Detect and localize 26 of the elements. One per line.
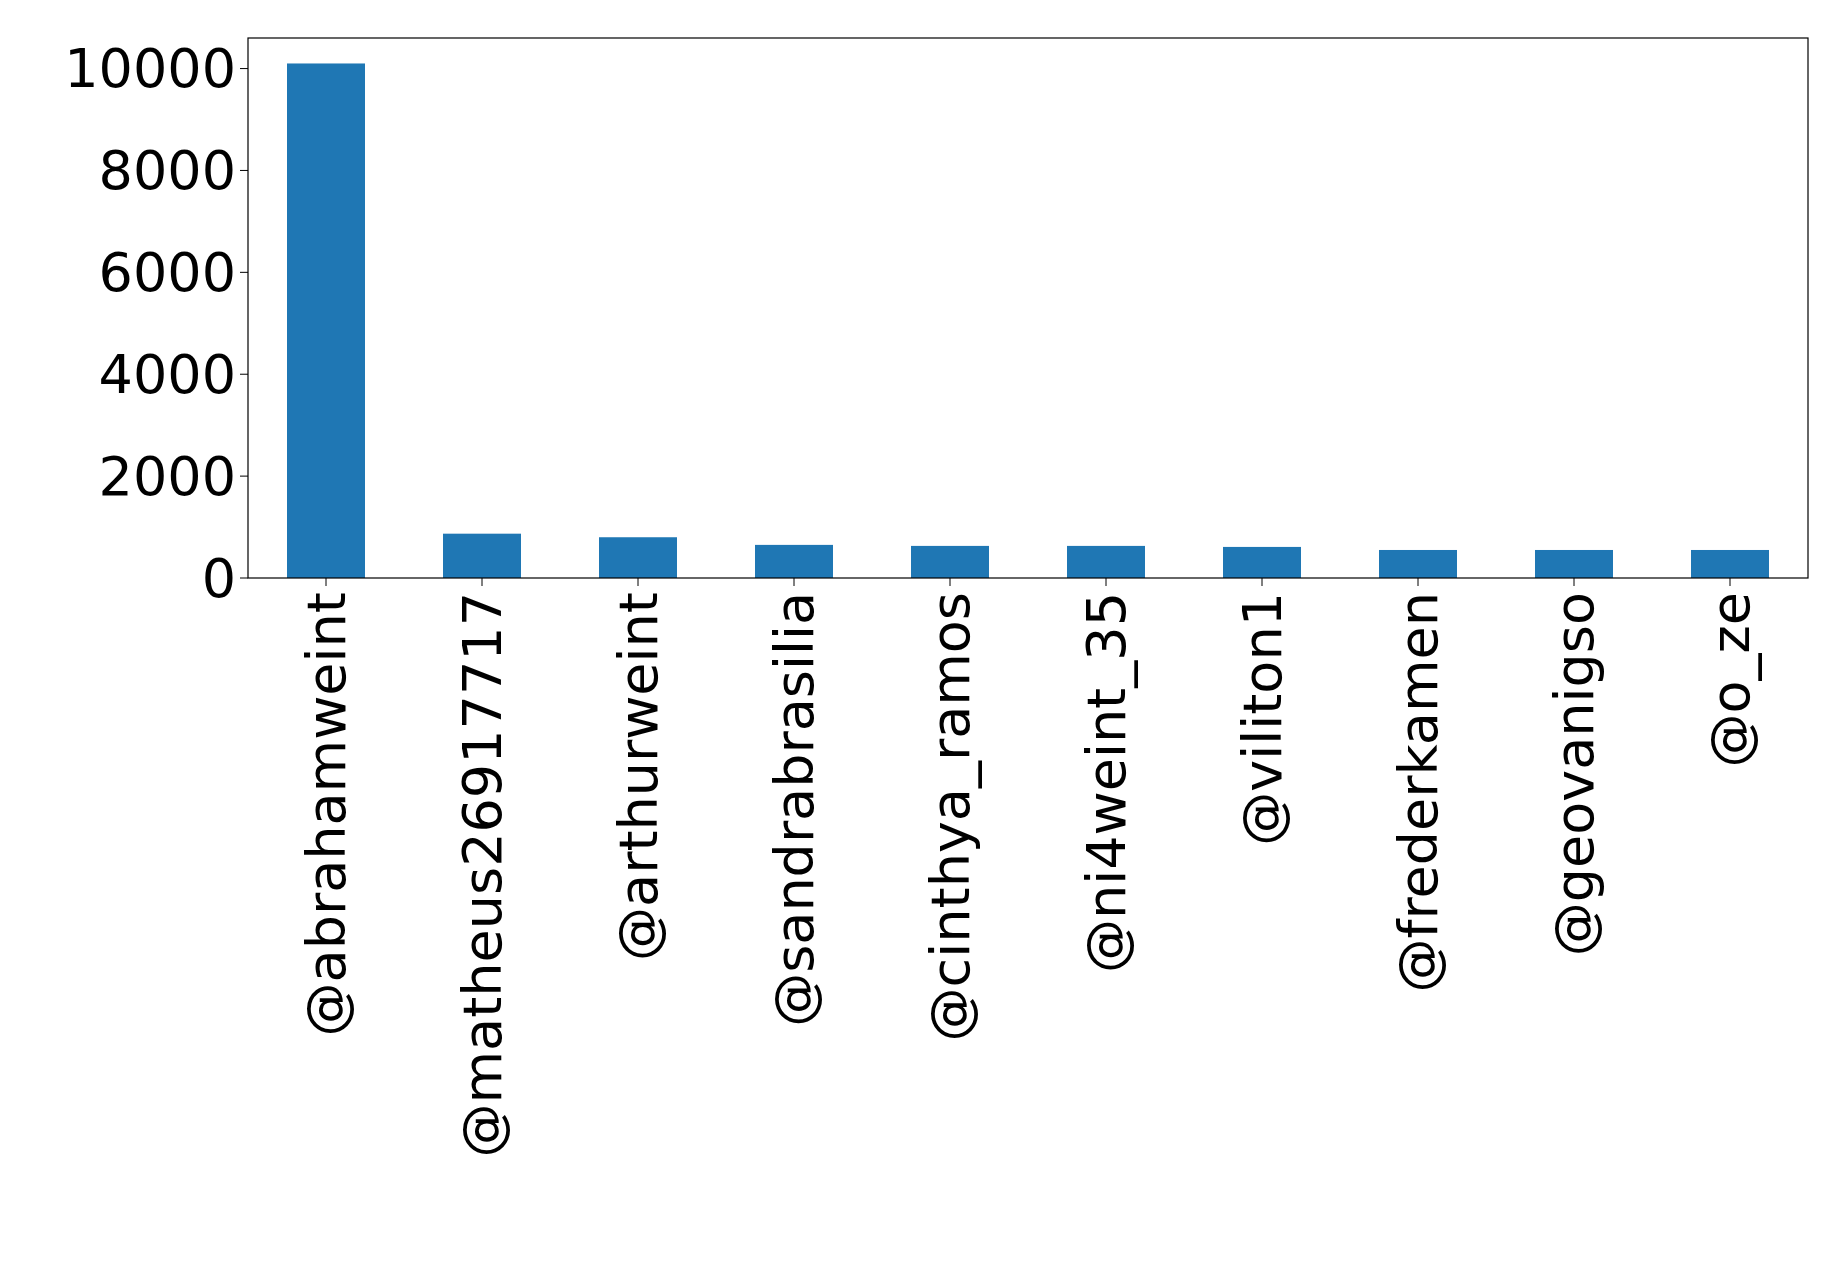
x-tick-label: @cinthya_ramos (918, 592, 982, 1042)
bar (599, 537, 677, 578)
bar (1691, 549, 1769, 578)
bar (1223, 546, 1301, 578)
bar (755, 544, 833, 578)
y-tick-label: 4000 (98, 343, 236, 407)
x-tick-label: @ni4weint_35 (1074, 592, 1138, 974)
bar (1067, 545, 1145, 578)
x-tick-label: @abrahamweint (294, 592, 358, 1037)
y-tick-label: 0 (201, 546, 236, 610)
y-tick-label: 8000 (98, 139, 236, 203)
x-tick-label: @sandrabrasilia (762, 592, 826, 1027)
bar (911, 545, 989, 578)
bar (1379, 549, 1457, 578)
x-tick-label: @o_ze (1698, 592, 1762, 768)
x-tick-label: @matheus26917717 (450, 592, 514, 1158)
x-tick-label: @arthurweint (606, 592, 670, 961)
bar (443, 533, 521, 578)
bar (287, 63, 365, 578)
y-tick-label: 6000 (98, 241, 236, 305)
bar (1535, 549, 1613, 578)
x-tick-label: @geovanigso (1542, 592, 1606, 957)
y-tick-label: 2000 (98, 445, 236, 509)
x-tick-label: @viliton1 (1230, 592, 1294, 846)
y-tick-label: 10000 (64, 37, 236, 101)
x-tick-label: @frederkamen (1386, 592, 1450, 993)
